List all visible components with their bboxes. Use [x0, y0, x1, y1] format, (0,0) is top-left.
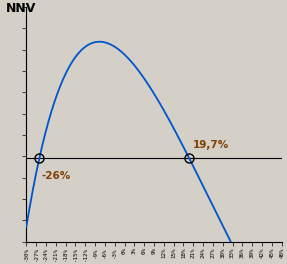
- Text: NNV: NNV: [6, 2, 36, 15]
- Text: -26%: -26%: [41, 171, 70, 181]
- Text: 19,7%: 19,7%: [192, 139, 228, 149]
